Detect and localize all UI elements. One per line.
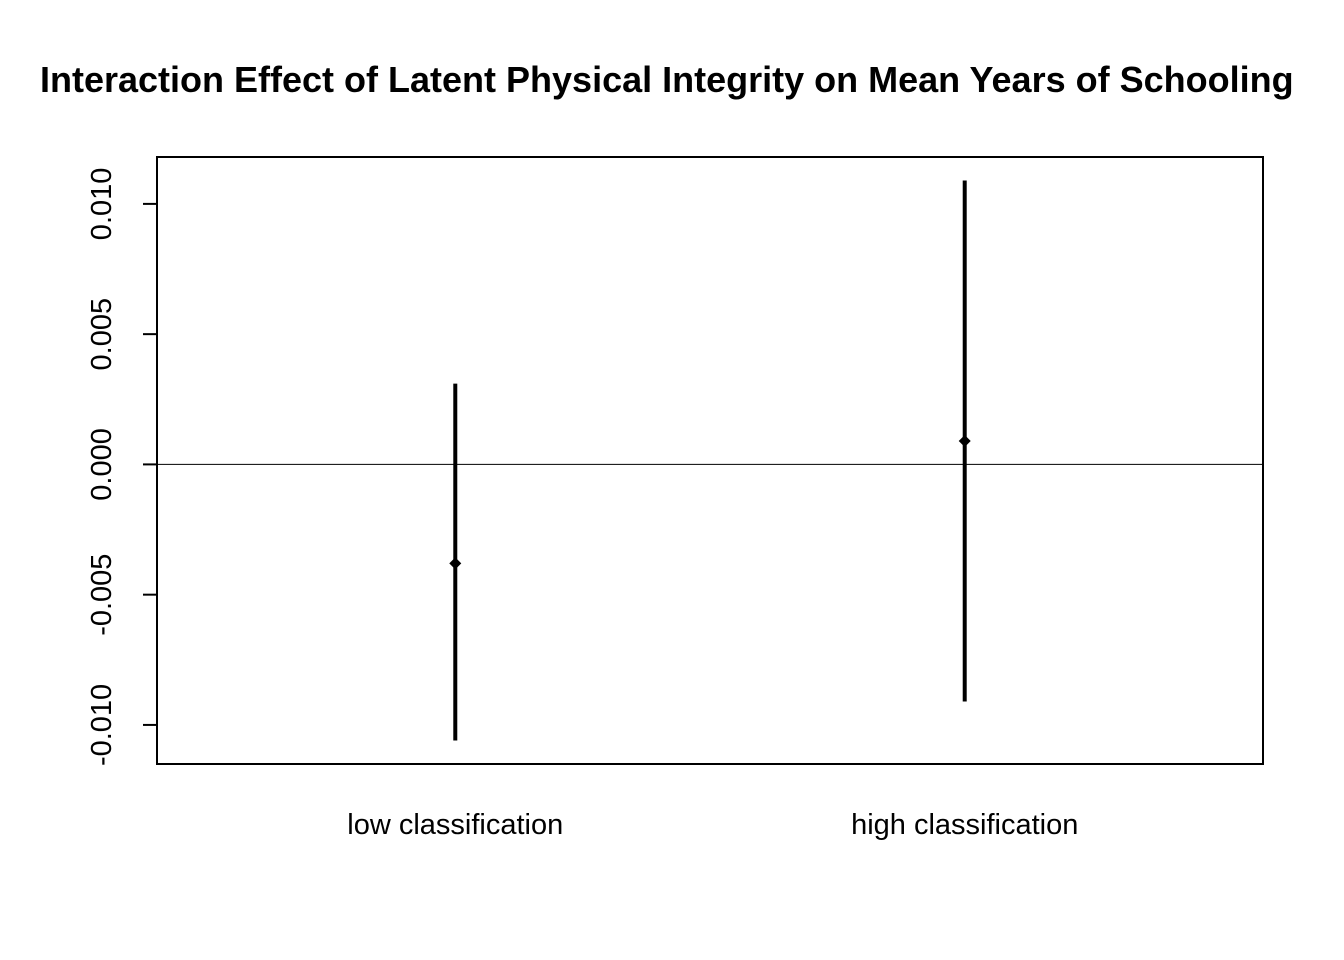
y-tick-label: -0.010 [86,684,118,766]
y-tick-label: 0.010 [86,168,118,241]
error-bars [449,180,971,741]
y-axis: -0.010 -0.005 0.000 0.005 0.010 [86,168,157,766]
category-label-high: high classification [851,809,1078,841]
point-estimate-low [449,557,462,570]
y-tick-label: 0.005 [86,298,118,371]
y-tick-label: -0.005 [86,554,118,636]
plot-frame [156,156,1264,765]
category-label-low: low classification [347,809,563,841]
point-estimate-high [958,434,971,447]
chart-title: Interaction Effect of Latent Physical In… [40,59,1294,100]
category-labels: low classification high classification [347,809,1078,841]
y-tick-label: 0.000 [86,428,118,501]
